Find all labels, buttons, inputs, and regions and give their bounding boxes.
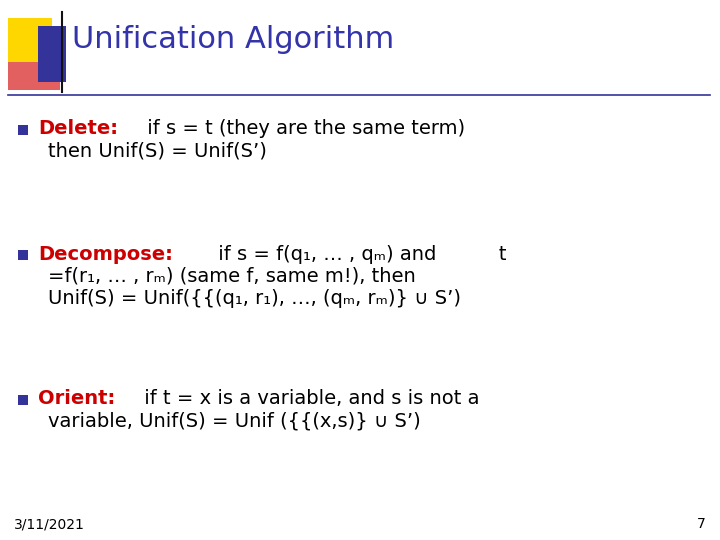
Text: 3/11/2021: 3/11/2021	[14, 517, 85, 531]
Text: Unif(S) = Unif({{(q₁, r₁), …, (qₘ, rₘ)} ∪ S’): Unif(S) = Unif({{(q₁, r₁), …, (qₘ, rₘ)} …	[48, 288, 461, 307]
Text: if s = t (they are the same term): if s = t (they are the same term)	[141, 119, 465, 138]
Bar	[18, 125, 28, 135]
Bar	[18, 250, 28, 260]
Text: if s = f(q₁, … , qₘ) and          t: if s = f(q₁, … , qₘ) and t	[212, 245, 507, 264]
Bar	[18, 395, 28, 405]
Text: variable, Unif(S) = Unif ({{(x,s)} ∪ S’): variable, Unif(S) = Unif ({{(x,s)} ∪ S’)	[48, 411, 420, 430]
Text: if t = x is a variable, and s is not a: if t = x is a variable, and s is not a	[138, 389, 480, 408]
Text: 7: 7	[697, 517, 706, 531]
Bar	[8, 18, 52, 62]
Bar	[38, 26, 66, 82]
Text: =f(r₁, … , rₘ) (same f, same m!), then: =f(r₁, … , rₘ) (same f, same m!), then	[48, 267, 415, 286]
Text: Unification Algorithm: Unification Algorithm	[72, 25, 395, 55]
Text: Orient:: Orient:	[38, 389, 115, 408]
Text: then Unif(S) = Unif(S’): then Unif(S) = Unif(S’)	[48, 141, 267, 160]
Text: Delete:: Delete:	[38, 119, 118, 138]
Bar	[8, 52, 60, 90]
Text: Decompose:: Decompose:	[38, 245, 173, 264]
